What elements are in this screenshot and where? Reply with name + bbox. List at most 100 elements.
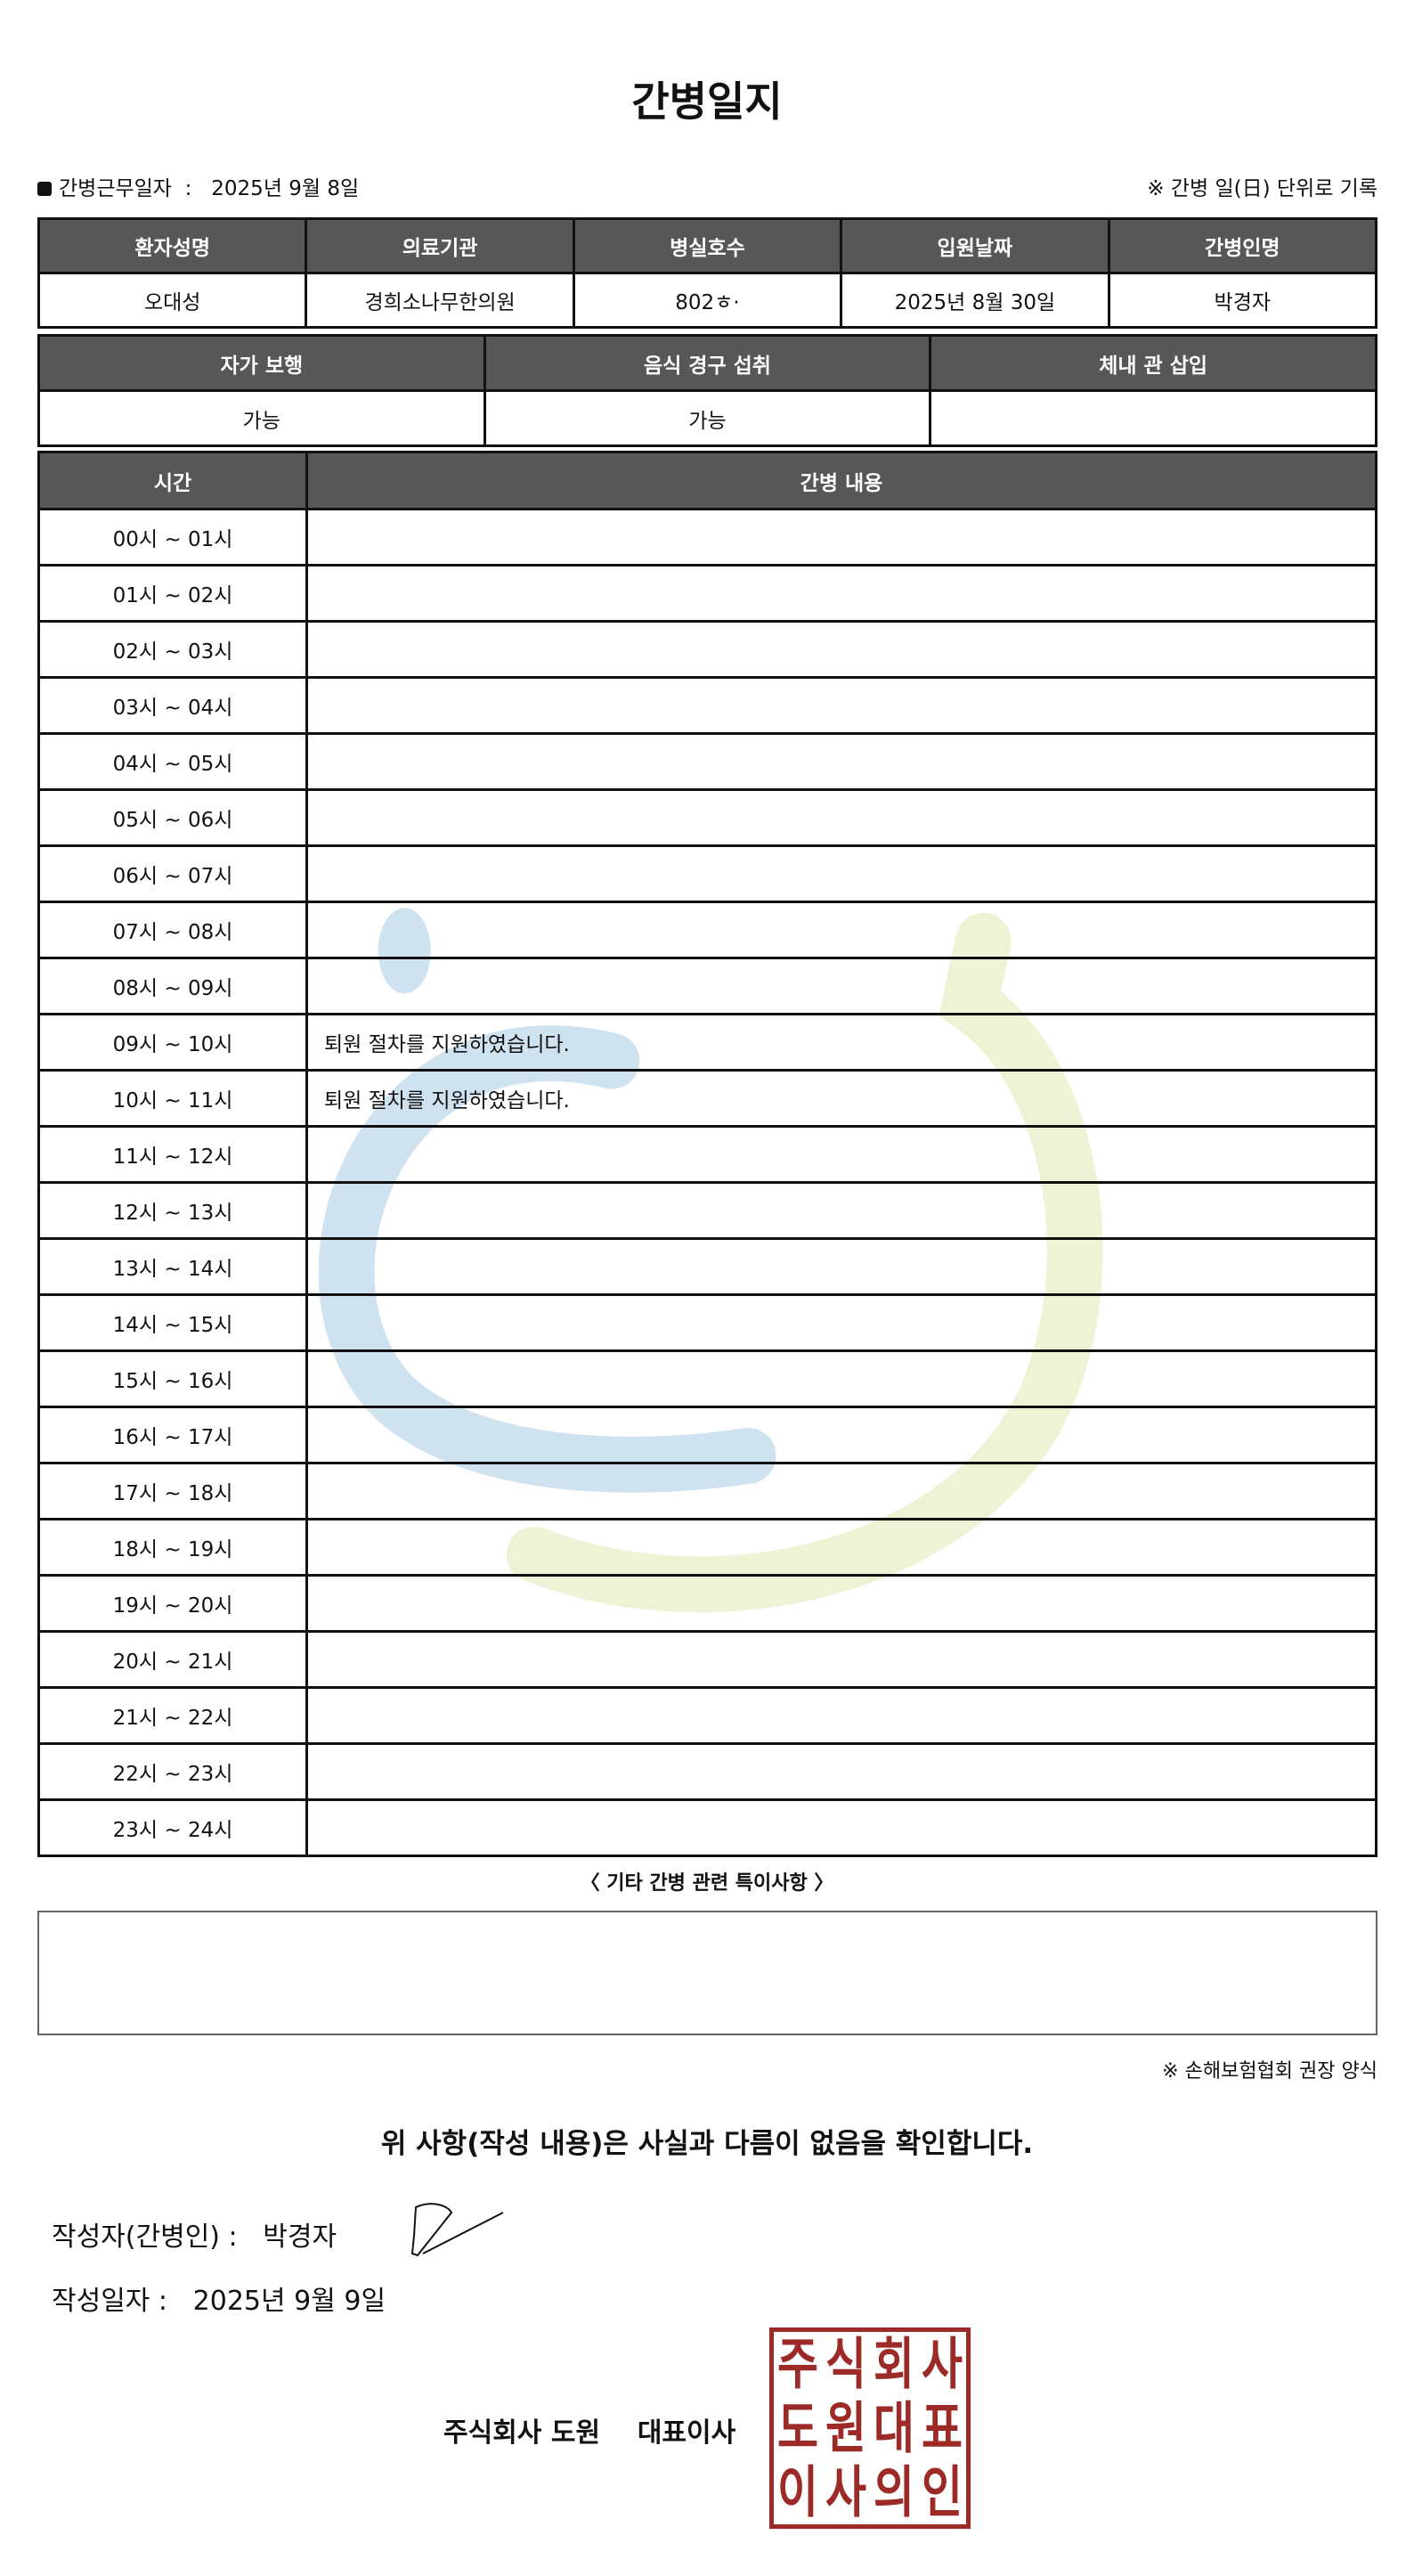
time-slot: 21시 ~ 22시 [37,1686,308,1745]
time-slot: 03시 ~ 04시 [37,676,308,735]
care-content [305,788,1377,847]
time-slot: 01시 ~ 02시 [37,564,308,623]
care-content [305,508,1377,567]
care-content [305,620,1377,679]
time-slot: 00시 ~ 01시 [37,508,308,567]
time-slot: 18시 ~ 19시 [37,1518,308,1577]
care-content [305,1686,1377,1745]
hospital: 경희소나무한의원 [305,272,575,329]
table-row: 19시 ~ 20시 [37,1574,1377,1633]
table-row: 00시 ~ 01시 [37,508,1377,567]
time-slot: 12시 ~ 13시 [37,1181,308,1240]
time-slot: 05시 ~ 06시 [37,788,308,847]
table-row: 15시 ~ 16시 [37,1349,1377,1408]
table-row: 03시 ~ 04시 [37,676,1377,735]
form-note: ※ 손해보험협회 권장 양식 [1162,2060,1377,2083]
table-row: 22시 ~ 23시 [37,1742,1377,1801]
company-signature-line: 주식회사 도원 대표이사 [443,2410,735,2450]
seal-character: 식 [825,2331,866,2397]
notes-label: 〈 기타 간병 관련 특이사항 〉 [580,1872,834,1895]
care-content [305,1462,1377,1520]
time-slot: 11시 ~ 12시 [37,1125,308,1184]
seal-character: 도 [777,2395,818,2461]
confirmation-statement: 위 사항(작성 내용)은 사실과 다름이 없음을 확인합니다. [380,2128,1034,2160]
written-date: 2025년 9월 9일 [192,2286,386,2317]
time-slot: 13시 ~ 14시 [37,1237,308,1296]
care-content [305,1349,1377,1408]
table-row: 12시 ~ 13시 [37,1181,1377,1240]
care-content [305,1125,1377,1184]
table-row: 20시 ~ 21시 [37,1630,1377,1689]
signature [410,2203,504,2257]
patient-info-table: 환자성명 의료기관 병실호수 입원날짜 간병인명 오대성 경희소나무한의원 80… [37,217,1378,329]
table-row: 14시 ~ 15시 [37,1293,1377,1352]
care-content: 퇴원 절차를 지원하였습니다. [305,1013,1377,1072]
seal-character: 인 [922,2459,963,2525]
time-slot: 08시 ~ 09시 [37,957,308,1015]
seal-character: 사 [825,2459,866,2525]
time-slot: 14시 ~ 15시 [37,1293,308,1352]
table-row: 01시 ~ 02시 [37,564,1377,623]
time-slot: 04시 ~ 05시 [37,732,308,791]
table-row: 17시 ~ 18시 [37,1462,1377,1520]
care-content [305,1574,1377,1633]
page-title: 간병일지 [631,77,783,126]
time-slot: 10시 ~ 11시 [37,1069,308,1128]
table-row: 23시 ~ 24시 [37,1798,1377,1857]
seal-character: 주 [777,2331,818,2397]
care-content [305,1293,1377,1352]
work-date: 간병근무일자 : 2025년 9월 8일 [37,171,359,201]
time-slot: 16시 ~ 17시 [37,1406,308,1464]
time-slot: 06시 ~ 07시 [37,844,308,903]
care-content: 퇴원 절차를 지원하였습니다. [305,1069,1377,1128]
table-row: 21시 ~ 22시 [37,1686,1377,1745]
header-care-content: 간병 내용 [305,451,1377,510]
table-row: 02시 ~ 03시 [37,620,1377,679]
care-content [305,844,1377,903]
header-room: 병실호수 [572,217,843,274]
bullet-square-icon [37,182,52,196]
writer-name: 박경자 [263,2221,337,2253]
table-row: 07시 ~ 08시 [37,901,1377,959]
table-row: 04시 ~ 05시 [37,732,1377,791]
writer-label: 작성자(간병인) : [52,2221,238,2253]
table-row: 09시 ~ 10시 퇴원 절차를 지원하였습니다. [37,1013,1377,1072]
care-content [305,1630,1377,1689]
time-slot: 09시 ~ 10시 [37,1013,308,1072]
time-slot: 15시 ~ 16시 [37,1349,308,1408]
tube [929,389,1377,447]
seal-character: 회 [874,2331,914,2397]
table-row: 11시 ~ 12시 [37,1125,1377,1184]
daily-note: ※ 간병 일(日) 단위로 기록 [1147,177,1377,200]
care-log-table: 시간 간병 내용 00시 ~ 01시 01시 ~ 02시 02시 ~ 03시 03시 … [37,451,1377,1857]
table-row: 18시 ~ 19시 [37,1518,1377,1577]
writer-line: 작성자(간병인) : 박경자 [52,2214,337,2254]
table-row: 06시 ~ 07시 [37,844,1377,903]
work-date-label: 간병근무일자 [59,177,172,200]
caregiver: 박경자 [1107,272,1378,329]
patient-status-table: 자가 보행 음식 경구 섭취 체내 관 삽입 가능 가능 [37,334,1377,447]
care-content [305,1406,1377,1464]
notes-box [37,1911,1377,2035]
care-content [305,1237,1377,1296]
representative: 대표이사 [637,2417,736,2449]
company-name: 주식회사 도원 [443,2417,601,2449]
table-row: 05시 ~ 06시 [37,788,1377,847]
header-caregiver: 간병인명 [1107,217,1378,274]
seal-character: 대 [874,2395,914,2461]
seal-character: 의 [874,2459,914,2525]
written-date-line: 작성일자 : 2025년 9월 9일 [52,2278,386,2318]
time-slot: 19시 ~ 20시 [37,1574,308,1633]
header-admission-date: 입원날짜 [840,217,1110,274]
time-slot: 20시 ~ 21시 [37,1630,308,1689]
time-slot: 22시 ~ 23시 [37,1742,308,1801]
table-row: 10시 ~ 11시 퇴원 절차를 지원하였습니다. [37,1069,1377,1128]
time-slot: 02시 ~ 03시 [37,620,308,679]
care-content [305,1181,1377,1240]
care-content [305,1742,1377,1801]
written-date-label: 작성일자 : [52,2286,168,2317]
patient-name: 오대성 [37,272,308,329]
header-walking: 자가 보행 [37,334,486,392]
oral-intake: 가능 [483,389,932,447]
